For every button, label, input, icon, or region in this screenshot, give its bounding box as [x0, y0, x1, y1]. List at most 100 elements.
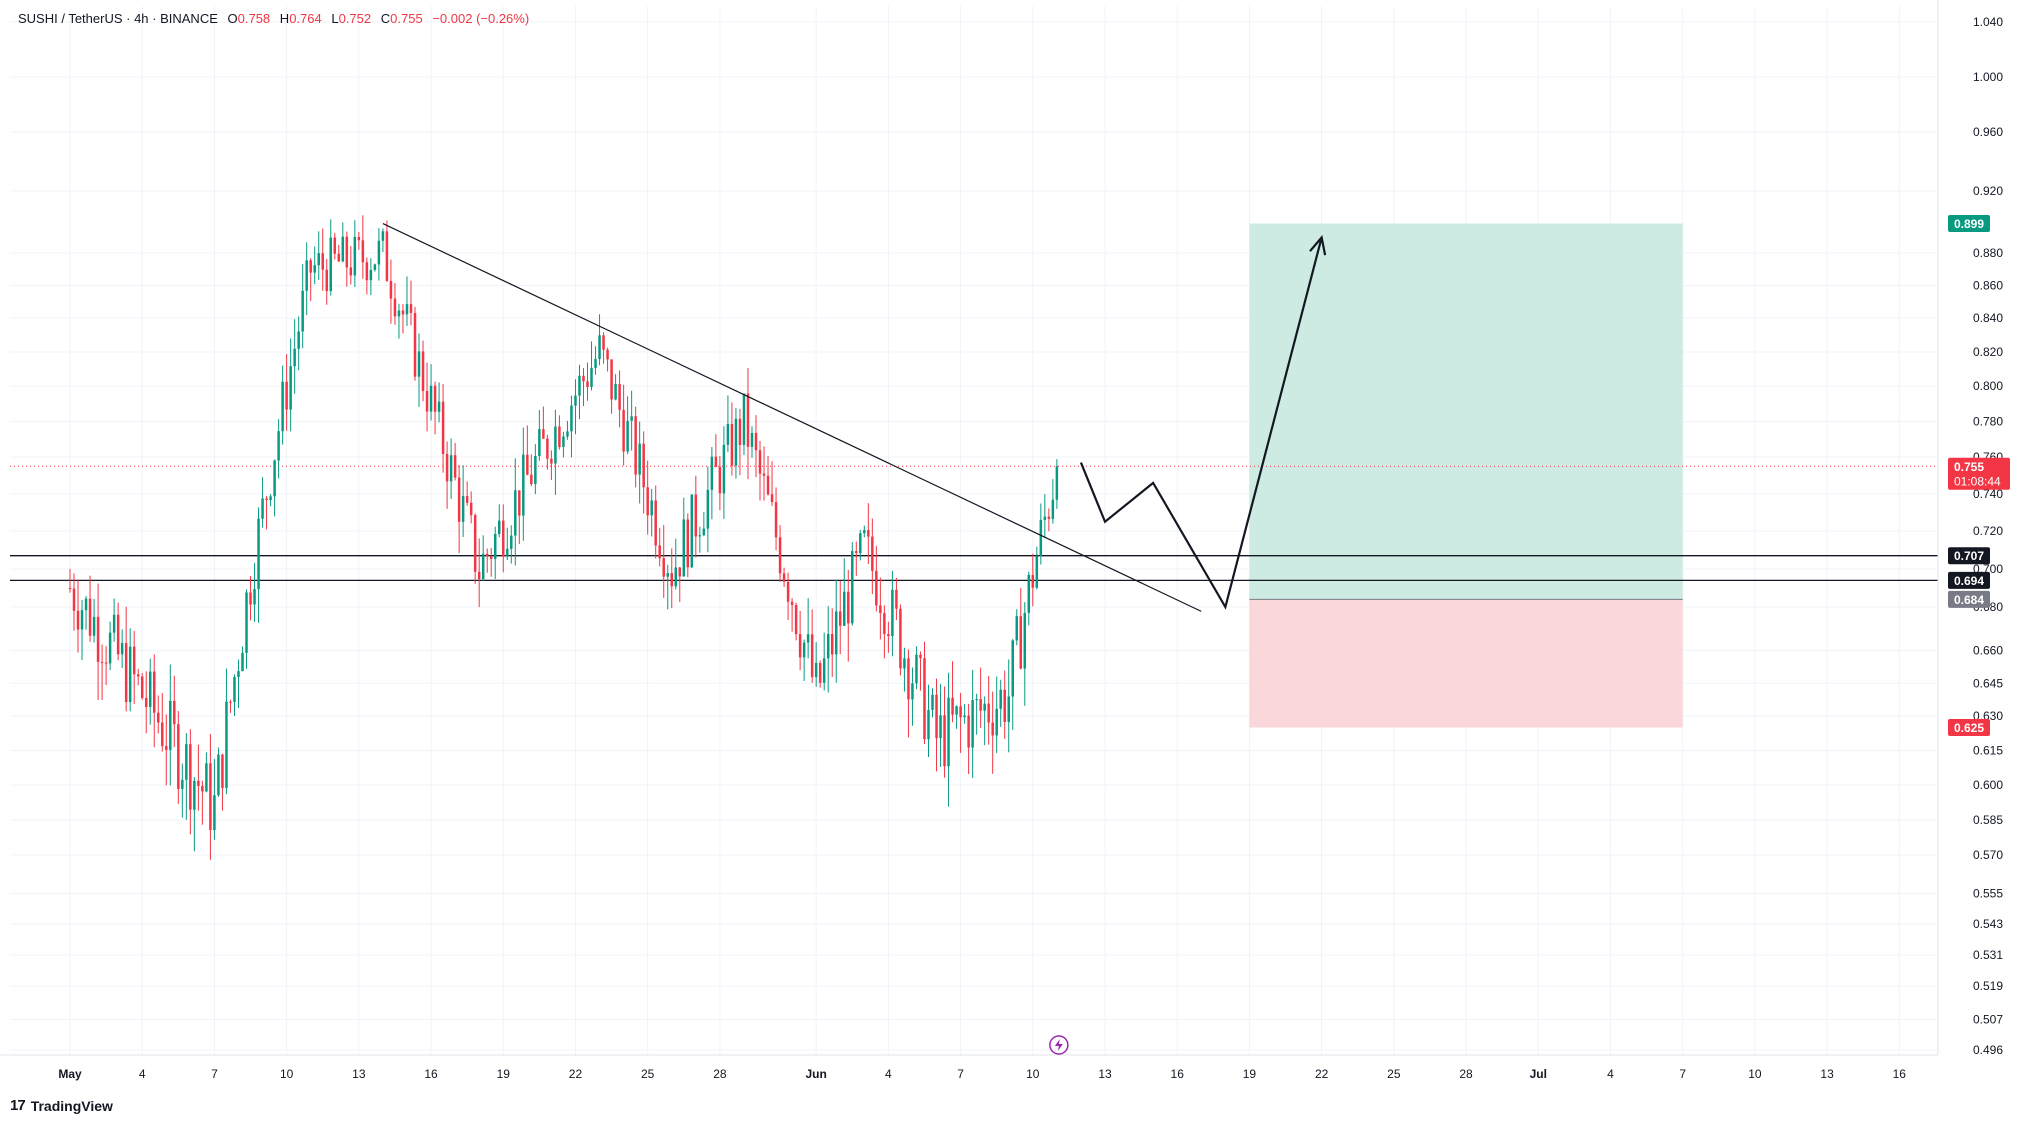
candle-body [165, 746, 168, 750]
candle-body [915, 654, 918, 684]
candle-body [843, 591, 846, 626]
time-tick-label: 7 [211, 1067, 218, 1081]
candle-body [1027, 574, 1031, 613]
candle-body [341, 236, 345, 262]
candle-body [153, 671, 156, 713]
candle-body [441, 401, 445, 454]
candle-body [461, 496, 465, 522]
candle-body [851, 551, 854, 624]
ohlc-close: C0.755 [380, 11, 423, 26]
candle-body [959, 706, 962, 718]
candle-body [834, 611, 838, 655]
time-tick-label: 25 [1387, 1067, 1401, 1081]
candle-body [594, 359, 597, 368]
candle-body [321, 253, 324, 270]
candle-body [566, 431, 569, 437]
candle-body [939, 715, 942, 739]
candle-body [433, 385, 437, 412]
candle-body [694, 494, 698, 537]
time-tick-label: 25 [641, 1067, 655, 1081]
price-tick-label: 0.860 [1973, 279, 2003, 293]
candle-body [931, 694, 934, 710]
candle-body [88, 598, 92, 636]
candle-body [951, 697, 954, 715]
ohlc-change: −0.002 (−0.26%) [432, 11, 530, 26]
price-tick-label: 0.880 [1973, 246, 2003, 260]
candle-body [373, 264, 377, 270]
candle-body [995, 708, 998, 736]
time-tick-label: 10 [280, 1067, 294, 1081]
candle-body [586, 381, 589, 387]
candle-body [650, 500, 653, 516]
candle-body [1039, 519, 1043, 557]
candle-body [465, 496, 469, 503]
candle-body [847, 591, 850, 624]
candle-body [955, 706, 958, 715]
candle-body [1043, 516, 1047, 520]
candle-body [481, 553, 485, 580]
candle-body [201, 785, 204, 792]
candle-body [903, 658, 906, 669]
candle-body [750, 432, 754, 447]
candle-body [132, 646, 136, 675]
candle-body [345, 236, 349, 268]
candle-body [313, 265, 316, 273]
candle-body [417, 351, 421, 377]
price-badge [1948, 590, 1990, 608]
price-tick-label: 0.840 [1973, 311, 2003, 325]
candle-body [92, 616, 96, 636]
candle-body [911, 683, 914, 700]
tradingview-brand[interactable]: 17 TradingView [10, 1097, 113, 1114]
candle-body [128, 646, 132, 703]
candle-body [534, 455, 537, 485]
price-badge [1948, 215, 1990, 233]
price-badge-label: 0.707 [1954, 549, 1984, 563]
candle-body [493, 533, 497, 559]
candle-body [181, 779, 184, 789]
candle-body [389, 280, 393, 299]
candle-body [1023, 612, 1027, 669]
symbol-title[interactable]: SUSHI / TetherUS · 4h · BINANCE [18, 11, 218, 26]
price-tick-label: 0.531 [1973, 948, 2003, 962]
candle-body [999, 689, 1002, 709]
candle-body [409, 304, 413, 313]
candle-body [838, 611, 842, 626]
candle-body [818, 662, 822, 683]
candle-body [285, 381, 288, 410]
candle-body [485, 553, 489, 557]
candle-body [722, 444, 726, 494]
candle-body [309, 260, 312, 273]
price-tick-label: 0.740 [1973, 487, 2003, 501]
projection-path [1079, 237, 1323, 610]
candle-body [863, 530, 866, 534]
lightning-bolt-icon [1054, 1039, 1063, 1051]
candle-body [602, 335, 605, 350]
candle-body [622, 409, 625, 452]
candle-body [84, 598, 88, 611]
price-tick-label: 0.570 [1973, 848, 2003, 862]
price-tick-label: 0.496 [1973, 1043, 2003, 1057]
candle-body [542, 429, 545, 439]
candle-body [136, 674, 140, 677]
price-badge-label: 0.755 [1954, 460, 1984, 474]
candle-body [646, 487, 649, 516]
candle-body [401, 310, 405, 315]
ohlc-high: H0.764 [279, 11, 322, 26]
candle-body [923, 658, 926, 740]
candle-body [96, 616, 100, 662]
candle-body [634, 416, 637, 475]
candle-body [265, 498, 268, 501]
candle-body [778, 537, 782, 574]
candle-body [349, 267, 353, 276]
candle-body [124, 643, 128, 703]
price-tick-label: 0.660 [1973, 644, 2003, 658]
candle-body [1055, 466, 1059, 500]
candle-body [377, 240, 381, 265]
candle-body [325, 269, 328, 292]
candle-body [100, 661, 104, 663]
candle-body [570, 405, 573, 432]
candle-body [249, 592, 252, 605]
candle-body [554, 426, 557, 464]
price-tick-label: 0.519 [1973, 979, 2003, 993]
